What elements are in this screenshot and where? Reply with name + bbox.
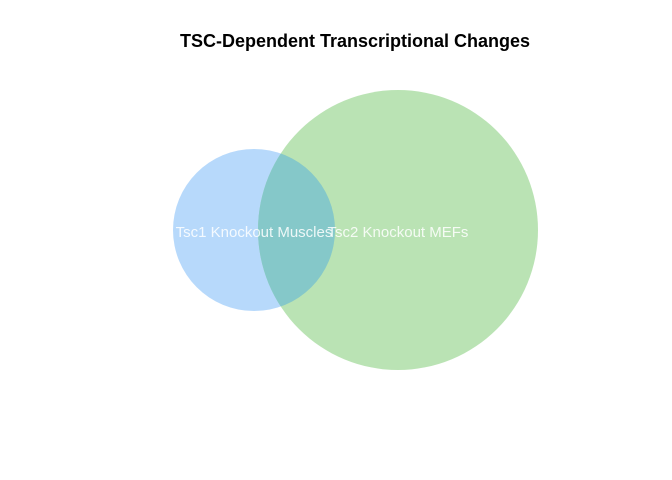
set-label-tsc2: Tsc2 Knockout MEFs (328, 224, 469, 241)
chart-title: TSC-Dependent Transcriptional Changes (180, 31, 530, 51)
set-circle-tsc2 (258, 90, 538, 370)
set-label-tsc1: Tsc1 Knockout Muscles (176, 224, 333, 241)
